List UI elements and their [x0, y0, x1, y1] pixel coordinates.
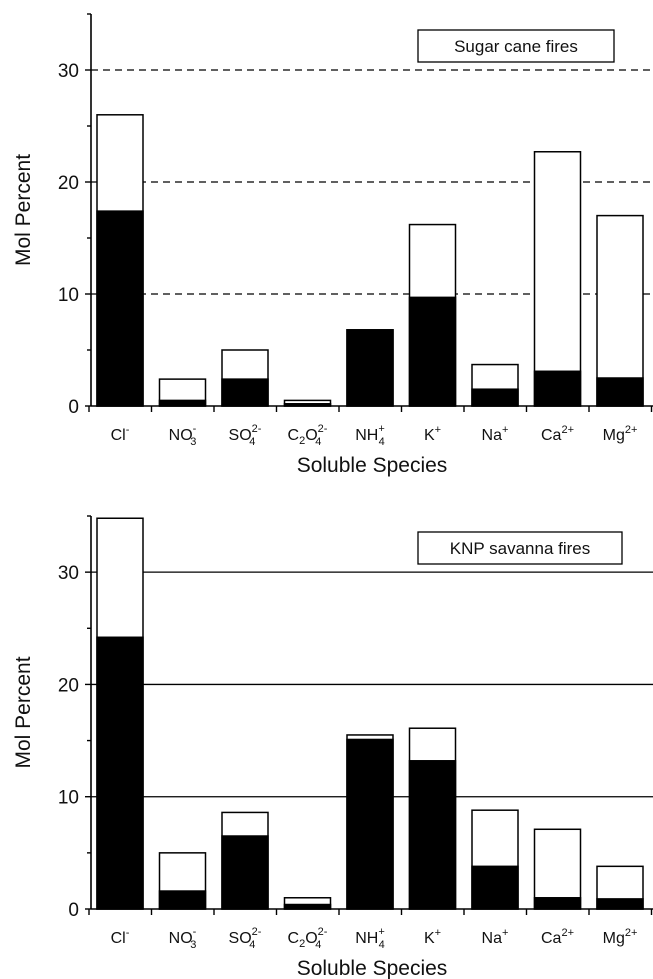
- bar-total: [533, 828, 582, 910]
- y-tick-label: 20: [58, 675, 79, 696]
- category-label: K+: [424, 927, 441, 947]
- category-label: NH+ 4: [355, 423, 385, 448]
- y-tick-label: 10: [58, 285, 79, 306]
- bar-total: [596, 214, 644, 407]
- y-tick-label: 0: [68, 900, 79, 921]
- chart-title: KNP savanna fires: [450, 539, 590, 558]
- bar-black-portion: [408, 296, 457, 407]
- title-box: [417, 29, 615, 63]
- bar-total: [533, 151, 582, 407]
- bar-black-portion: [471, 865, 519, 910]
- y-tick-label: 10: [58, 788, 79, 809]
- bar-black-portion: [408, 760, 457, 910]
- category-label: Mg2+: [603, 424, 638, 444]
- category-label: Na+: [482, 424, 509, 444]
- y-tick-label: 30: [58, 563, 79, 584]
- category-label: K+: [424, 424, 441, 444]
- category-label: C2O2-4: [288, 926, 328, 951]
- y-tick-label: 20: [58, 173, 79, 194]
- category-label: Mg2+: [603, 927, 638, 947]
- bar-black-portion: [346, 738, 394, 910]
- title-box: [417, 531, 623, 565]
- bar-black-portion: [346, 329, 394, 407]
- category-label: SO2-4: [229, 926, 262, 951]
- category-label: NH+ 4: [355, 926, 385, 951]
- chart-panel-1: 0 10 20 30 Cl- NO-3 SO2-4 C2O2-4 NH+ 4 K+ Na+ Ca2+ Mg…: [12, 13, 653, 477]
- category-label: C2O2-4: [288, 423, 328, 448]
- category-label: Ca2+: [541, 927, 574, 947]
- chart-panel-2: 0 10 20 30 Cl- NO-3 SO2-4 C2O2-4 NH+ 4 K+ Na+ Ca2+ Mg…: [12, 515, 653, 979]
- y-axis-title: Mol Percent: [12, 656, 35, 768]
- y-axis-title: Mol Percent: [12, 154, 35, 266]
- y-tick-label: 30: [58, 61, 79, 82]
- bar-black-portion: [158, 399, 207, 407]
- category-label: Na+: [482, 927, 509, 947]
- bar-black-portion: [533, 897, 582, 910]
- x-axis-title: Soluble Species: [297, 957, 448, 979]
- bar-black-portion: [471, 388, 519, 407]
- x-axis-title: Soluble Species: [297, 454, 448, 477]
- chart-title: Sugar cane fires: [454, 37, 578, 56]
- bar-black-portion: [221, 835, 269, 910]
- bar-black-portion: [158, 890, 207, 910]
- category-label: NO-3: [169, 423, 197, 448]
- bar-black-portion: [96, 210, 144, 407]
- bar-black-portion: [533, 370, 582, 407]
- category-label: Cl-: [111, 424, 130, 444]
- y-tick-label: 0: [68, 397, 79, 418]
- bar-black-portion: [596, 377, 644, 407]
- category-label: NO-3: [169, 926, 197, 951]
- category-label: SO2-4: [229, 423, 262, 448]
- category-label: Cl-: [111, 927, 130, 947]
- bar-black-portion: [596, 898, 644, 910]
- bar-black-portion: [96, 636, 144, 910]
- category-label: Ca2+: [541, 424, 574, 444]
- bar-black-portion: [221, 378, 269, 407]
